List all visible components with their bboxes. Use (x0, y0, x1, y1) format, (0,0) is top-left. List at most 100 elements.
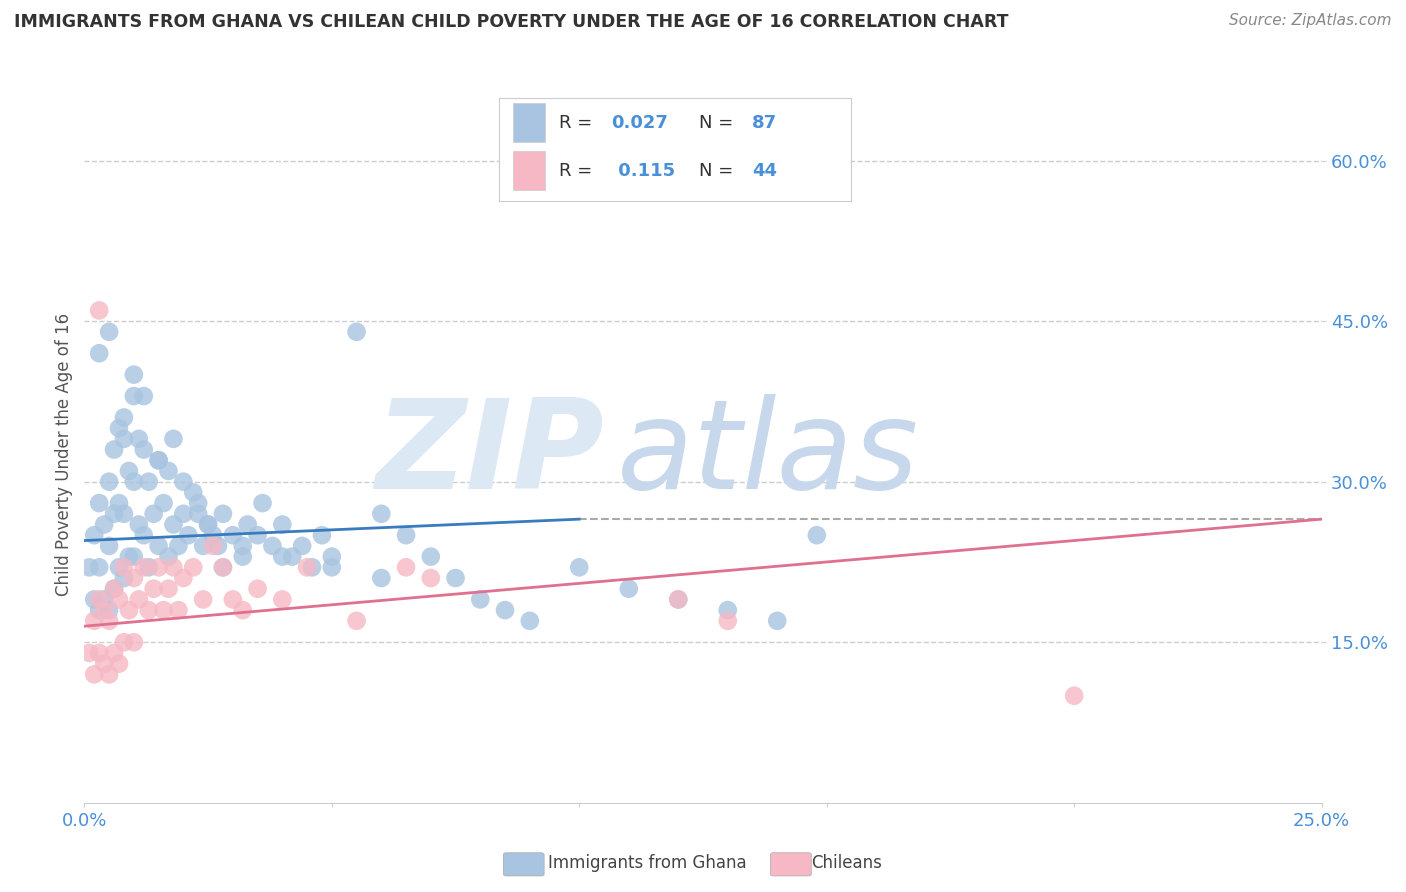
Point (79, 646, 101, 660)
Point (108, 496, 131, 510)
Text: 0.115: 0.115 (612, 162, 675, 180)
Point (470, 592, 492, 607)
Text: atlas: atlas (616, 394, 918, 516)
Point (494, 603, 516, 617)
Point (108, 657, 131, 671)
Point (142, 582, 165, 596)
Text: 87: 87 (752, 114, 778, 132)
Point (172, 571, 194, 585)
Point (162, 432, 184, 446)
Point (806, 528, 828, 542)
Point (103, 582, 125, 596)
Point (83, 528, 105, 542)
Point (138, 560, 160, 574)
Point (98, 603, 121, 617)
Point (103, 582, 125, 596)
Point (717, 614, 740, 628)
Point (167, 603, 190, 617)
Point (246, 528, 269, 542)
Point (138, 603, 160, 617)
Bar (513, 152, 544, 190)
Point (444, 571, 467, 585)
Point (128, 517, 150, 532)
Point (222, 528, 245, 542)
Point (1063, 689, 1085, 703)
Point (207, 539, 229, 553)
Point (212, 507, 235, 521)
Point (202, 539, 225, 553)
Bar (513, 103, 544, 142)
Point (177, 528, 200, 542)
Point (148, 453, 170, 467)
Point (83, 667, 105, 681)
Point (128, 432, 150, 446)
Point (281, 549, 304, 564)
Point (191, 539, 214, 553)
Point (370, 507, 392, 521)
Text: R =: R = (560, 162, 598, 180)
Point (311, 528, 333, 542)
Text: N =: N = (700, 114, 740, 132)
Point (103, 442, 125, 457)
Point (197, 517, 219, 532)
Point (122, 389, 145, 403)
Point (568, 560, 591, 574)
Point (112, 635, 135, 649)
Point (395, 528, 418, 542)
Point (666, 592, 689, 607)
Point (98, 475, 121, 489)
Point (132, 528, 155, 542)
Y-axis label: Child Poverty Under the Age of 16: Child Poverty Under the Age of 16 (55, 313, 73, 597)
Point (346, 325, 368, 339)
Point (108, 592, 131, 607)
Text: ZIP: ZIP (375, 394, 605, 516)
Point (370, 571, 392, 585)
Point (93, 592, 115, 607)
Text: 44: 44 (752, 162, 778, 180)
Text: IMMIGRANTS FROM GHANA VS CHILEAN CHILD POVERTY UNDER THE AGE OF 16 CORRELATION C: IMMIGRANTS FROM GHANA VS CHILEAN CHILD P… (14, 13, 1008, 31)
Point (157, 582, 180, 596)
Point (222, 592, 245, 607)
Point (162, 517, 184, 532)
Point (89, 496, 111, 510)
Text: N =: N = (700, 162, 740, 180)
Point (236, 517, 259, 532)
Text: 0.027: 0.027 (612, 114, 668, 132)
Point (766, 614, 789, 628)
Point (89, 560, 111, 574)
Point (271, 549, 294, 564)
Point (89, 303, 111, 318)
Point (419, 571, 441, 585)
Point (122, 549, 145, 564)
Point (717, 603, 740, 617)
Point (142, 507, 165, 521)
Point (262, 539, 284, 553)
Point (93, 517, 115, 532)
Point (212, 560, 235, 574)
Point (89, 592, 111, 607)
Point (148, 560, 170, 574)
Point (181, 560, 204, 574)
Point (98, 667, 121, 681)
Point (232, 603, 254, 617)
Text: Source: ZipAtlas.com: Source: ZipAtlas.com (1229, 13, 1392, 29)
Point (98, 614, 121, 628)
Point (93, 603, 115, 617)
Point (519, 614, 541, 628)
Point (112, 432, 135, 446)
Point (132, 389, 155, 403)
Point (232, 539, 254, 553)
Point (118, 603, 141, 617)
Point (181, 485, 204, 500)
Text: R =: R = (560, 114, 598, 132)
Point (89, 603, 111, 617)
Point (132, 560, 155, 574)
Point (187, 507, 209, 521)
Point (83, 614, 105, 628)
Point (122, 368, 145, 382)
Point (395, 560, 418, 574)
Point (167, 539, 190, 553)
Point (187, 496, 209, 510)
Point (89, 646, 111, 660)
Point (83, 592, 105, 607)
